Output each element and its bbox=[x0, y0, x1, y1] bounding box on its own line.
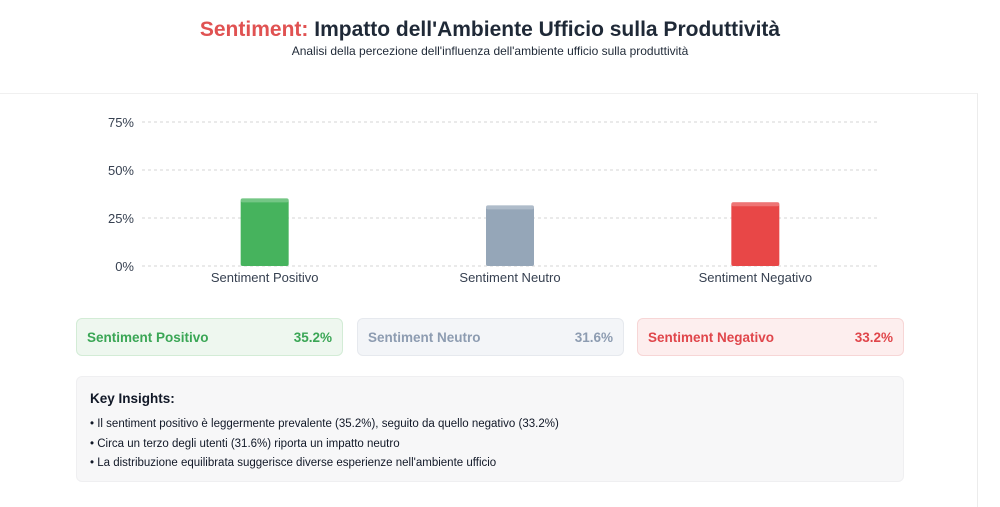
card-sentiment-positive: Sentiment Positivo 35.2% bbox=[76, 318, 343, 356]
card-value: 35.2% bbox=[293, 329, 332, 345]
sentiment-bar-chart: 0% 25% 50% 75% Sentiment Positivo Sentiment N… bbox=[108, 115, 878, 285]
x-tick-label: Sentiment Negativo bbox=[699, 270, 812, 285]
card-label: Sentiment Neutro bbox=[368, 329, 481, 345]
card-value: 33.2% bbox=[854, 329, 893, 345]
key-insights-panel: Key Insights: Il sentiment positivo è le… bbox=[76, 376, 904, 482]
card-label: Sentiment Positivo bbox=[87, 329, 209, 345]
insight-item: La distribuzione equilibrata suggerisce … bbox=[90, 454, 559, 474]
insight-item: Il sentiment positivo è leggermente prev… bbox=[90, 415, 559, 435]
bar-negative bbox=[731, 202, 780, 266]
title-accent: Sentiment: bbox=[199, 18, 309, 41]
bar-positive bbox=[240, 198, 289, 266]
card-value: 31.6% bbox=[574, 329, 613, 345]
y-tick-label: 50% bbox=[108, 163, 134, 178]
page-header: Sentiment: Impatto dell'Ambiente Ufficio… bbox=[0, 0, 1000, 93]
insights-title: Key Insights: bbox=[90, 391, 175, 406]
bar-neutral bbox=[486, 205, 534, 266]
x-tick-label: Sentiment Neutro bbox=[459, 270, 560, 285]
y-tick-label: 25% bbox=[108, 211, 134, 226]
y-tick-label: 75% bbox=[108, 115, 134, 130]
card-sentiment-neutral: Sentiment Neutro 31.6% bbox=[357, 318, 624, 356]
insights-list: Il sentiment positivo è leggermente prev… bbox=[90, 415, 559, 474]
page-title: Sentiment: Impatto dell'Ambiente Ufficio… bbox=[0, 18, 980, 42]
bar-highlight bbox=[240, 198, 289, 203]
card-label: Sentiment Negativo bbox=[648, 329, 775, 345]
insight-item: Circa un terzo degli utenti (31.6%) ripo… bbox=[90, 435, 559, 455]
y-tick-label: 0% bbox=[115, 259, 134, 274]
page-subtitle: Analisi della percezione dell'influenza … bbox=[291, 44, 689, 58]
x-tick-label: Sentiment Positivo bbox=[211, 270, 319, 285]
bar-highlight bbox=[486, 205, 534, 210]
card-sentiment-negative: Sentiment Negativo 33.2% bbox=[637, 318, 904, 356]
title-text: Impatto dell'Ambiente Ufficio sulla Prod… bbox=[314, 18, 781, 41]
bar-highlight bbox=[731, 202, 780, 207]
